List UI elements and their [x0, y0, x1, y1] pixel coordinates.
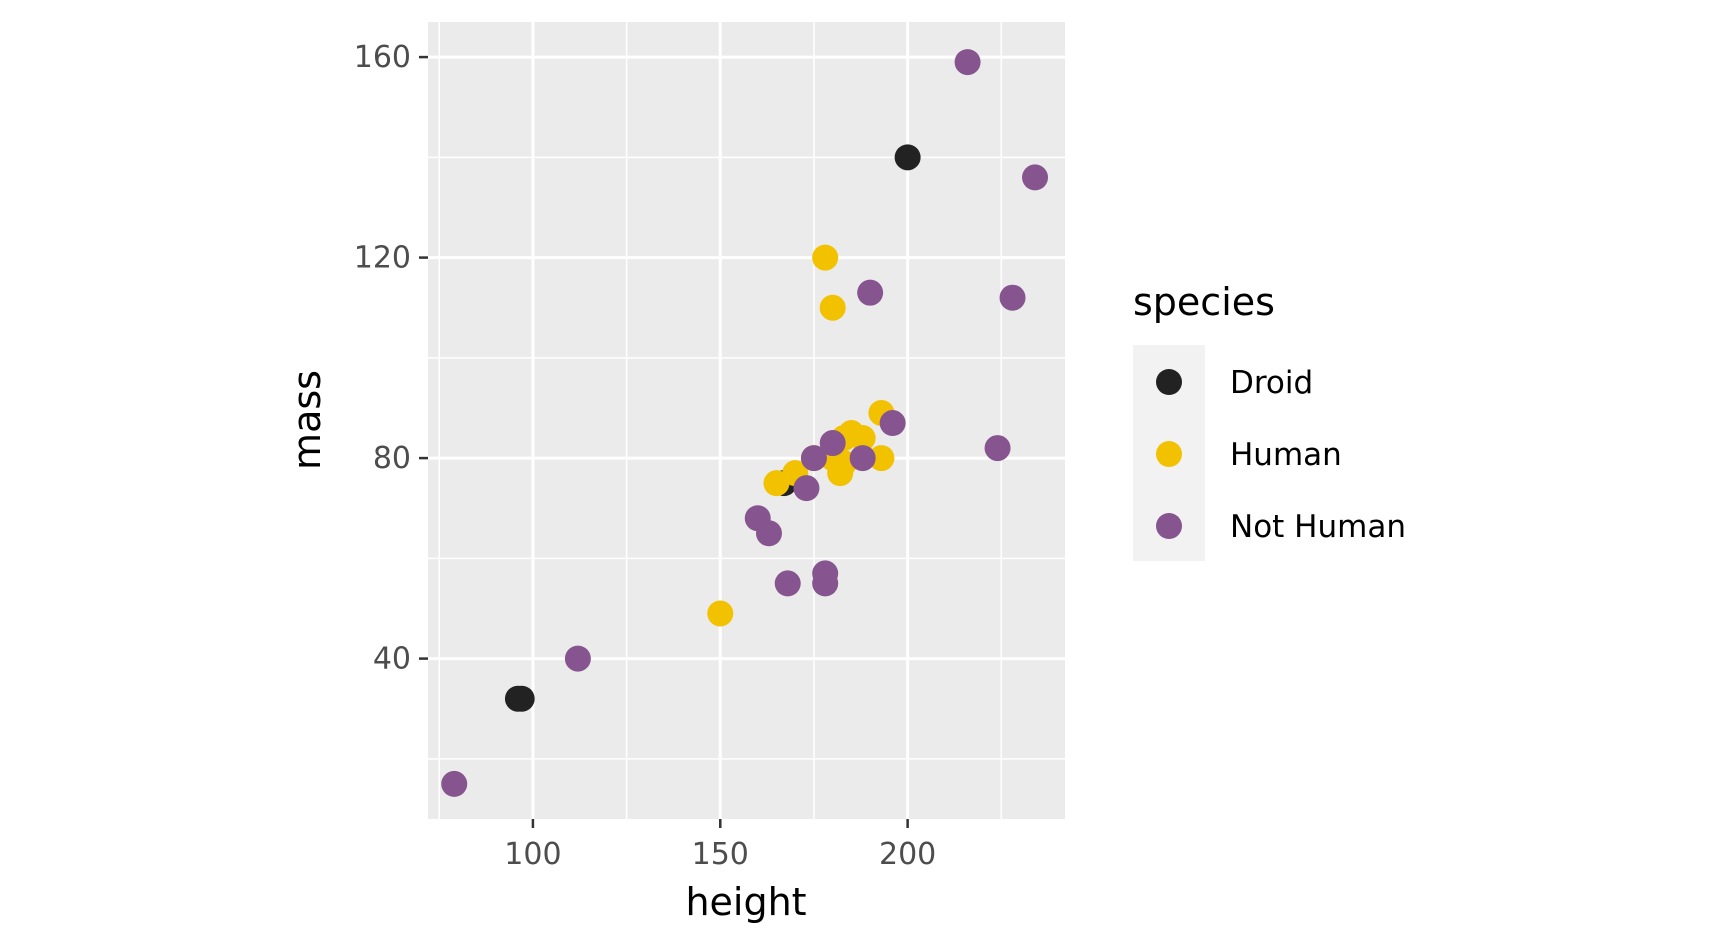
- point-human-13: [868, 445, 895, 472]
- x-axis-title: height: [685, 880, 806, 924]
- x-axis: 100 150 200: [504, 819, 936, 872]
- point-not-human-4: [774, 570, 801, 597]
- x-tick-label-0: 100: [504, 837, 561, 872]
- point-droid-3: [894, 144, 921, 171]
- point-not-human-13: [954, 49, 981, 76]
- data-points: [441, 49, 1049, 797]
- legend-key-1: [1156, 441, 1182, 467]
- point-not-human-15: [999, 284, 1026, 311]
- legend-key-0: [1156, 369, 1182, 395]
- point-not-human-10: [849, 445, 876, 472]
- y-tick-label-2: 120: [354, 241, 411, 276]
- y-axis-title: mass: [285, 370, 329, 470]
- point-human-0: [707, 600, 734, 627]
- legend-label-1: Human: [1230, 437, 1342, 473]
- y-tick-label-1: 80: [373, 441, 411, 476]
- point-human-11: [849, 425, 876, 452]
- point-not-human-6: [800, 445, 827, 472]
- legend-key-2: [1156, 513, 1182, 539]
- x-tick-label-2: 200: [879, 837, 936, 872]
- y-tick-label-0: 40: [373, 642, 411, 677]
- point-not-human-16: [1022, 164, 1049, 191]
- point-human-4: [812, 244, 839, 271]
- y-tick-label-3: 160: [354, 40, 411, 75]
- point-not-human-14: [984, 435, 1011, 462]
- y-axis: 40 80 120 160: [354, 40, 428, 677]
- point-not-human-9: [819, 430, 846, 457]
- point-not-human-11: [857, 279, 884, 306]
- point-not-human-5: [793, 475, 820, 502]
- legend-title: species: [1133, 280, 1275, 324]
- legend-entries: Droid Human Not Human: [1156, 365, 1406, 545]
- point-not-human-3: [755, 520, 782, 547]
- point-not-human-12: [879, 410, 906, 437]
- legend-label-2: Not Human: [1230, 509, 1406, 545]
- point-droid-1: [508, 685, 535, 712]
- legend-label-0: Droid: [1230, 365, 1313, 401]
- point-not-human-0: [441, 770, 468, 797]
- point-not-human-8: [812, 570, 839, 597]
- point-not-human-1: [564, 645, 591, 672]
- legend: species Droid Human Not Human: [1133, 280, 1406, 561]
- point-human-5: [819, 294, 846, 321]
- x-tick-label-1: 150: [692, 837, 749, 872]
